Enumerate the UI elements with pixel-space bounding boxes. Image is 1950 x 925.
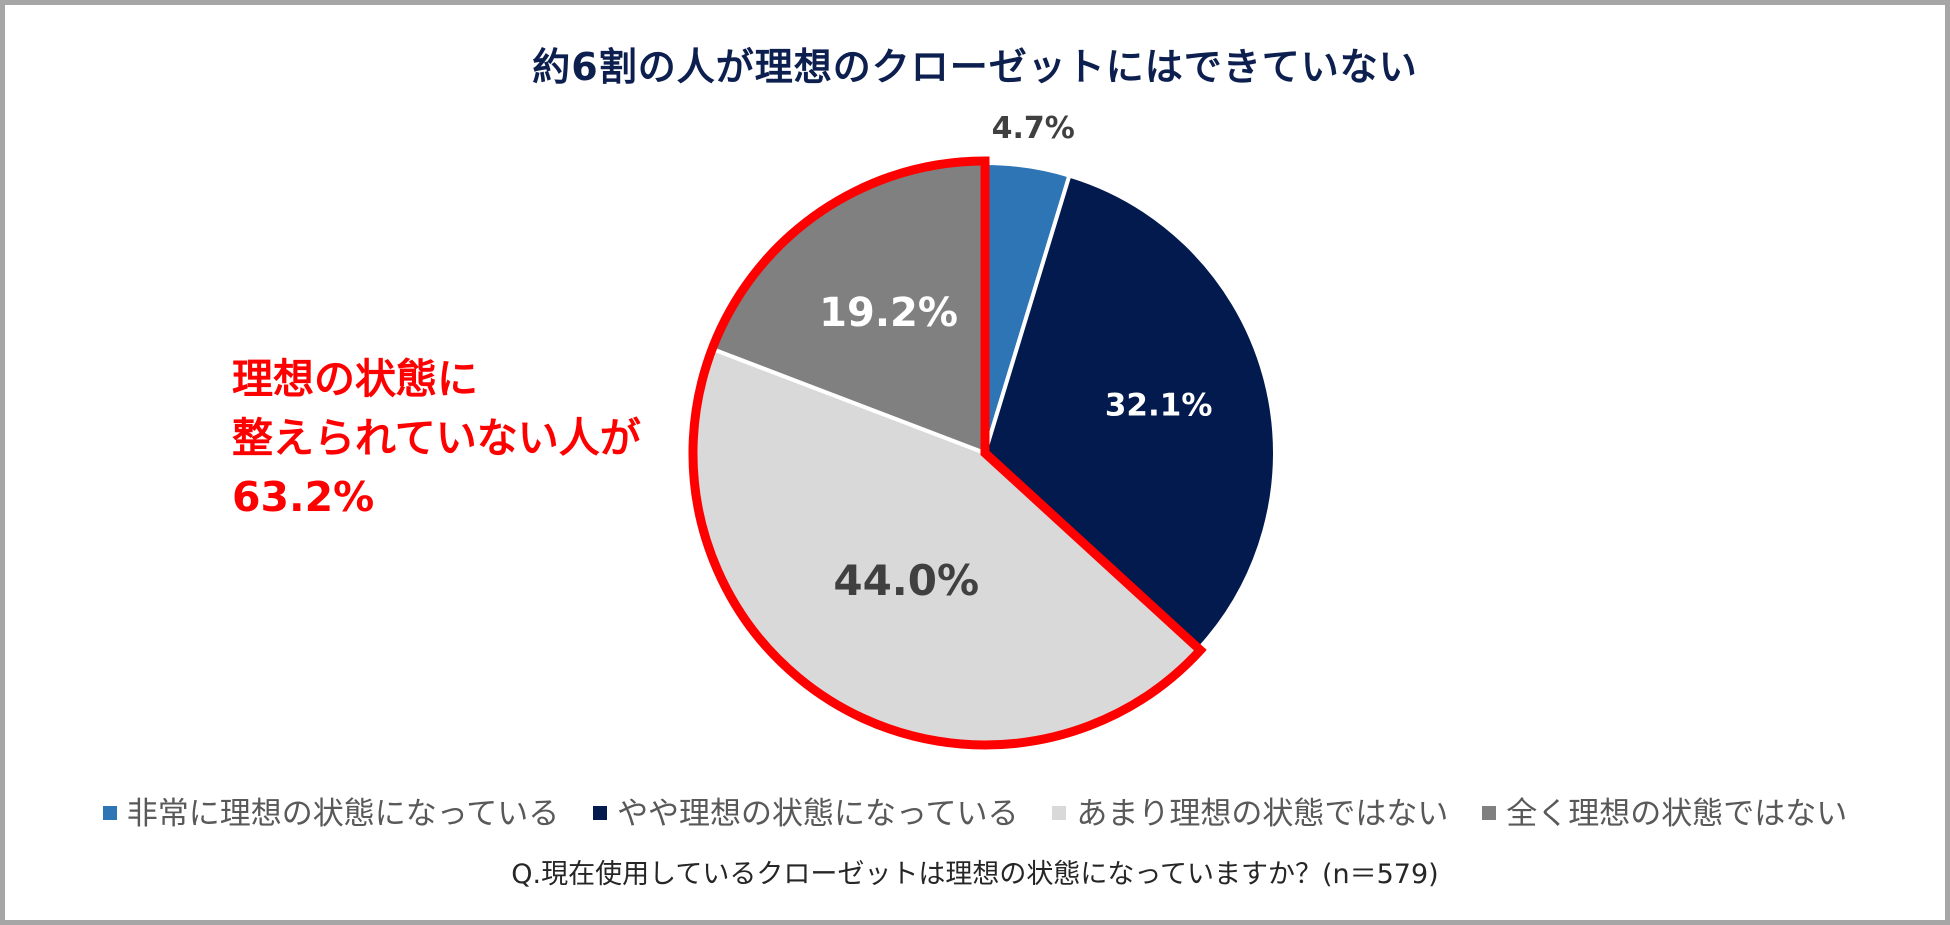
callout-line-2: 整えられていない人が	[232, 414, 641, 462]
legend-item-somewhat-ideal: やや理想の状態になっている	[593, 788, 1019, 833]
survey-question: Q.現在使用しているクローゼットは理想の状態になっていますか？(n＝579)	[511, 859, 1439, 890]
highlight-callout: 理想の状態に 整えられていない人が 63.2%	[232, 350, 641, 527]
chart-title: 約6割の人が理想のクローゼットにはできていない	[532, 45, 1418, 89]
legend-swatch	[1052, 805, 1067, 820]
slice-label-1: 32.1%	[1105, 388, 1213, 424]
legend-swatch	[593, 805, 608, 820]
callout-line-1: 理想の状態に	[232, 355, 478, 403]
pie-slice-1	[982, 173, 1277, 652]
legend-label: やや理想の状態になっている	[617, 796, 1019, 832]
highlight-outline	[688, 156, 1207, 750]
slice-label-3: 19.2%	[819, 290, 958, 336]
legend-item-very-ideal: 非常に理想の状態になっている	[102, 788, 560, 833]
legend-label: 非常に理想の状態になっている	[126, 796, 560, 832]
legend: 非常に理想の状態になっている やや理想の状態になっている あまり理想の状態ではな…	[0, 788, 1950, 833]
legend-label: あまり理想の状態ではない	[1076, 796, 1449, 832]
legend-swatch	[1482, 805, 1497, 820]
legend-swatch	[102, 805, 117, 820]
legend-item-not-very-ideal: あまり理想の状態ではない	[1052, 788, 1448, 833]
slice-label-2: 44.0%	[833, 556, 979, 605]
callout-line-3: 63.2%	[232, 473, 375, 521]
legend-label: 全く理想の状態ではない	[1506, 796, 1848, 832]
slice-label-0: 4.7%	[992, 111, 1075, 146]
legend-item-not-ideal-at-all: 全く理想の状態ではない	[1482, 788, 1847, 833]
